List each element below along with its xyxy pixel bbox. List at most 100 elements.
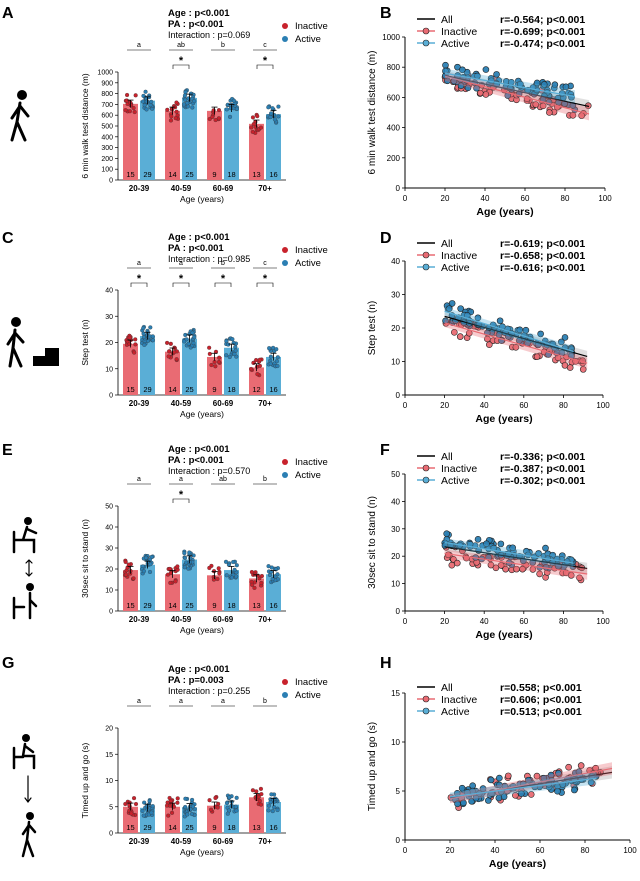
n-label: 9 bbox=[212, 601, 216, 610]
data-point bbox=[207, 351, 212, 356]
n-label: 29 bbox=[143, 823, 151, 832]
y-tick-label: 700 bbox=[101, 102, 113, 109]
data-point bbox=[147, 557, 153, 562]
data-point bbox=[182, 555, 188, 560]
n-label: 13 bbox=[252, 823, 260, 832]
y-tick-label: 30 bbox=[105, 314, 113, 321]
y-tick-label: 30 bbox=[391, 525, 400, 534]
data-point bbox=[189, 811, 194, 817]
data-point bbox=[232, 351, 237, 357]
data-point bbox=[164, 803, 170, 808]
body bbox=[6, 328, 25, 368]
scatter-point-active bbox=[468, 798, 475, 805]
sitting bbox=[12, 525, 38, 554]
legend-active-dot bbox=[282, 692, 288, 698]
x-tick-label: 100 bbox=[623, 846, 637, 855]
fit-line bbox=[444, 75, 590, 115]
panel-letter: C bbox=[2, 230, 14, 247]
data-point bbox=[268, 361, 273, 366]
y-tick-label: 40 bbox=[391, 497, 400, 506]
scatter-point-inactive bbox=[448, 561, 456, 569]
scatter-point-inactive bbox=[453, 559, 461, 567]
x-tick-label: 80 bbox=[561, 194, 570, 203]
data-point bbox=[141, 334, 146, 340]
y-tick-label: 20 bbox=[105, 726, 113, 733]
x-tick-label: 0 bbox=[403, 617, 408, 626]
legend-label: All bbox=[441, 682, 453, 694]
data-point bbox=[183, 97, 188, 102]
fit-band bbox=[444, 538, 574, 569]
bar-inactive bbox=[249, 123, 264, 180]
data-point bbox=[171, 804, 177, 809]
data-point bbox=[168, 798, 173, 803]
category-label: 40-59 bbox=[171, 837, 192, 846]
legend-marker bbox=[422, 27, 430, 35]
scatter-point-active bbox=[554, 787, 561, 795]
stat-interaction: Interaction : p=0.985 bbox=[168, 254, 250, 264]
y-tick-label: 600 bbox=[101, 113, 113, 120]
data-point bbox=[126, 562, 131, 567]
scatter-point-active bbox=[457, 305, 464, 312]
data-point bbox=[216, 801, 221, 806]
group-letter: c bbox=[263, 260, 267, 267]
x-tick-label: 40 bbox=[480, 401, 489, 410]
panel-letter: B bbox=[380, 5, 392, 22]
y-axis-label: 30sec sit to stand (n) bbox=[80, 519, 90, 598]
n-label: 29 bbox=[143, 601, 151, 610]
data-point bbox=[231, 559, 236, 565]
significance-star: * bbox=[263, 55, 268, 67]
data-point bbox=[275, 355, 280, 360]
fit-stat-label: r=-0.387; p<0.001 bbox=[500, 463, 585, 475]
scatter-point-active bbox=[525, 776, 532, 784]
scatter-point-active bbox=[542, 544, 549, 552]
legend-label: Active bbox=[441, 706, 470, 718]
n-label: 25 bbox=[185, 823, 193, 832]
scatter-point-active bbox=[495, 794, 503, 802]
y-tick-label: 0 bbox=[109, 393, 113, 400]
data-point bbox=[207, 565, 212, 570]
fit-band bbox=[444, 318, 588, 369]
data-point bbox=[232, 567, 237, 572]
data-point bbox=[257, 363, 263, 368]
group-letter: a bbox=[137, 260, 141, 267]
bar-active bbox=[140, 100, 155, 180]
scatter-point-active bbox=[540, 81, 548, 88]
group-letter: c bbox=[263, 42, 267, 49]
data-point bbox=[224, 573, 229, 578]
scatter-point-inactive bbox=[502, 565, 509, 573]
x-tick-label: 0 bbox=[403, 846, 408, 855]
legend-active-label: Active bbox=[295, 34, 321, 45]
data-point bbox=[165, 340, 170, 345]
data-point bbox=[233, 804, 238, 809]
significance-bracket bbox=[130, 282, 148, 287]
data-point bbox=[185, 812, 190, 817]
data-point bbox=[249, 366, 254, 372]
n-label: 18 bbox=[227, 823, 235, 832]
y-tick-label: 5 bbox=[109, 804, 113, 811]
legend-label: Inactive bbox=[441, 694, 477, 706]
data-point bbox=[276, 104, 281, 109]
data-point bbox=[141, 813, 146, 818]
data-point bbox=[148, 103, 153, 108]
scatter-point-active bbox=[474, 314, 482, 322]
data-point bbox=[140, 99, 146, 104]
data-point bbox=[132, 350, 137, 355]
data-point bbox=[269, 792, 274, 797]
scatter-point-inactive bbox=[451, 329, 458, 336]
data-point bbox=[133, 337, 138, 342]
y-tick-label: 300 bbox=[101, 145, 113, 152]
bar-active bbox=[266, 114, 281, 180]
data-point bbox=[259, 574, 264, 579]
data-point bbox=[129, 811, 134, 816]
data-point bbox=[233, 345, 238, 350]
x-axis-label: Age (years) bbox=[489, 858, 546, 870]
data-point bbox=[143, 89, 148, 94]
data-point bbox=[150, 334, 155, 339]
data-point bbox=[173, 579, 178, 584]
y-tick-label: 50 bbox=[391, 470, 400, 479]
data-point bbox=[233, 348, 238, 353]
fit-stat-label: r=-0.619; p<0.001 bbox=[500, 238, 585, 250]
legend-label: Active bbox=[441, 475, 470, 487]
data-point bbox=[144, 107, 149, 112]
scatter-point-inactive bbox=[504, 772, 512, 780]
